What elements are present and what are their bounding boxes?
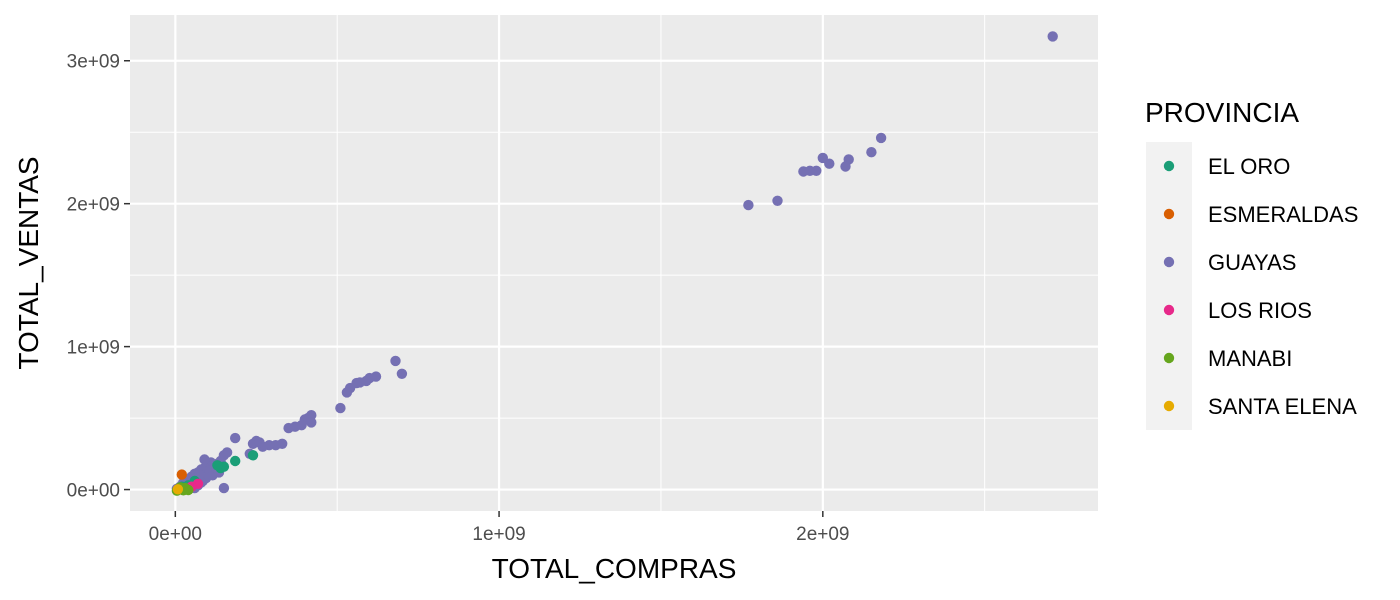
data-point xyxy=(172,484,184,495)
legend-key-background xyxy=(1146,142,1192,430)
data-point xyxy=(1047,31,1058,42)
data-point xyxy=(396,368,408,379)
legend-item-santa-elena: SANTA ELENA xyxy=(1163,394,1357,419)
legend-label: LOS RIOS xyxy=(1208,298,1312,323)
data-point xyxy=(390,355,401,367)
data-point xyxy=(247,450,259,461)
legend-label: SANTA ELENA xyxy=(1208,394,1357,419)
legend-key xyxy=(1163,160,1175,172)
legend-item-manabi: MANABI xyxy=(1163,346,1292,371)
data-point xyxy=(335,402,346,414)
data-point xyxy=(772,195,783,206)
legend-key xyxy=(1163,208,1175,220)
y-tick-label: 0e+00 xyxy=(67,481,120,502)
legend-item-guayas: GUAYAS xyxy=(1163,250,1296,275)
y-tick-label: 1e+09 xyxy=(67,338,120,359)
series-santa-elena xyxy=(172,484,184,495)
legend-item-esmeraldas: ESMERALDAS xyxy=(1163,202,1358,227)
data-point xyxy=(743,199,754,211)
legend-label: MANABI xyxy=(1208,346,1292,371)
legend: PROVINCIA EL ORO ESMERALDAS GUAYAS LOS RIOS… xyxy=(1145,97,1358,430)
data-point xyxy=(212,460,223,471)
data-point xyxy=(183,484,194,496)
data-point xyxy=(875,132,887,144)
data-point xyxy=(817,152,828,164)
data-point xyxy=(306,417,317,428)
data-point xyxy=(218,482,230,494)
data-point xyxy=(254,437,265,448)
x-axis-ticks: 0e+00 1e+09 2e+09 xyxy=(149,511,850,545)
panel-background xyxy=(130,15,1098,511)
data-point xyxy=(230,455,241,467)
data-point xyxy=(341,387,353,398)
y-axis-title: TOTAL_VENTAS xyxy=(13,156,44,369)
y-tick-label: 3e+09 xyxy=(67,52,120,73)
x-tick-label: 1e+09 xyxy=(472,524,525,545)
data-points xyxy=(171,31,1058,496)
data-point xyxy=(840,161,851,172)
data-point xyxy=(798,166,809,177)
legend-key xyxy=(1163,352,1175,364)
legend-label: GUAYAS xyxy=(1208,250,1296,275)
y-axis-ticks: 0e+00 1e+09 2e+09 3e+09 xyxy=(67,52,130,502)
minor-gridlines xyxy=(130,15,1098,511)
x-tick-label: 0e+00 xyxy=(149,524,202,545)
data-point xyxy=(230,432,241,444)
y-tick-label: 2e+09 xyxy=(67,195,120,216)
legend-label: EL ORO xyxy=(1208,154,1290,179)
data-point xyxy=(283,422,294,434)
legend-label: ESMERALDAS xyxy=(1208,202,1358,227)
x-axis-title: TOTAL_COMPRAS xyxy=(492,553,737,584)
data-point xyxy=(176,469,187,480)
x-tick-label: 2e+09 xyxy=(796,524,849,545)
data-point xyxy=(866,147,877,158)
legend-key xyxy=(1163,304,1175,316)
legend-title: PROVINCIA xyxy=(1145,97,1299,128)
legend-key xyxy=(1163,256,1175,268)
data-point xyxy=(199,454,210,465)
major-gridlines xyxy=(130,15,1098,511)
legend-item-los-rios: LOS RIOS xyxy=(1163,298,1312,323)
legend-item-el-oro: EL ORO xyxy=(1163,154,1290,179)
legend-key xyxy=(1163,400,1175,412)
